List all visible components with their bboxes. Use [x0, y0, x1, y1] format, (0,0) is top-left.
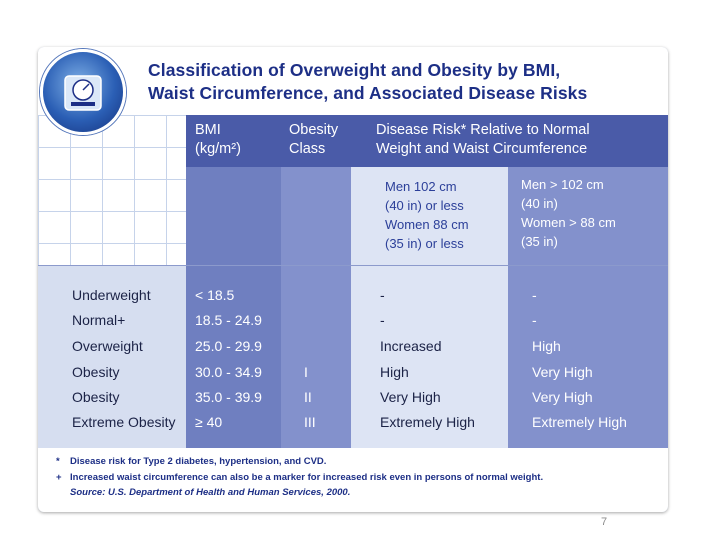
obesity-header-line-1: Obesity [289, 122, 339, 138]
bmi-cell: 35.0 - 39.9 [195, 389, 262, 405]
risk-header-line-2: Weight and Waist Circumference [376, 141, 588, 157]
subheader-line: (40 in) [521, 196, 558, 211]
bmi-cell: 25.0 - 29.9 [195, 338, 262, 354]
risk-normal-cell: Very High [380, 389, 441, 405]
risk-high-subheader: Men > 102 cm (40 in) Women > 88 cm (35 i… [521, 175, 616, 251]
table-row: Normal+ 18.5 - 24.9 - - [38, 308, 668, 333]
footnote: * Disease risk for Type 2 diabetes, hype… [56, 456, 327, 467]
footnote-text: Increased waist circumference can also b… [70, 472, 544, 483]
category-cell: Obesity [72, 389, 120, 405]
footnote-marker: + [56, 472, 62, 483]
decorative-grid [38, 115, 186, 265]
obesity-class-header: Obesity Class [289, 121, 338, 159]
risk-normal-cell: - [380, 287, 385, 303]
risk-high-cell: Very High [532, 389, 593, 405]
bmi-cell: 18.5 - 24.9 [195, 312, 262, 328]
subheader-line: Women > 88 cm [521, 215, 616, 230]
bmi-header-line-1: BMI [195, 122, 221, 138]
bmi-header-line-2: (kg/m²) [195, 141, 241, 157]
bmi-column-bg [186, 115, 281, 448]
footnote: + Increased waist circumference can also… [56, 472, 544, 483]
risk-high-cell: - [532, 287, 537, 303]
risk-high-column-bg [508, 115, 668, 448]
table-row: Obesity 35.0 - 39.9 II Very High Very Hi… [38, 385, 668, 410]
subheader-line: (40 in) or less [385, 198, 464, 213]
risk-high-cell: - [532, 312, 537, 328]
footnote-text: Disease risk for Type 2 diabetes, hypert… [70, 456, 327, 467]
bmi-header: BMI (kg/m²) [195, 121, 241, 159]
obesity-header-line-2: Class [289, 141, 326, 157]
scale-emblem-icon [40, 49, 126, 135]
subheader-line: Women 88 cm [385, 217, 469, 232]
class-cell: I [304, 364, 308, 380]
bmi-cell: < 18.5 [195, 287, 235, 303]
bmi-cell: ≥ 40 [195, 414, 223, 430]
class-cell: II [304, 389, 312, 405]
category-cell: Underweight [72, 287, 151, 303]
bmi-cell: 30.0 - 34.9 [195, 364, 262, 380]
class-cell: III [304, 414, 316, 430]
category-cell: Overweight [72, 338, 143, 354]
source-note: Source: U.S. Department of Health and Hu… [70, 487, 350, 498]
table-row: Overweight 25.0 - 29.9 Increased High [38, 334, 668, 359]
footnote-marker: * [56, 456, 60, 467]
card-header: Classification of Overweight and Obesity… [38, 47, 668, 115]
footnotes: * Disease risk for Type 2 diabetes, hype… [38, 448, 668, 512]
subheader-line: Men 102 cm [385, 179, 457, 194]
category-cell: Normal+ [72, 312, 126, 328]
risk-normal-subheader: Men 102 cm (40 in) or less Women 88 cm (… [385, 177, 469, 253]
subheader-line: (35 in) [521, 234, 558, 249]
risk-high-cell: High [532, 338, 561, 354]
risk-header-line-1: Disease Risk* Relative to Normal [376, 122, 590, 138]
table-row: Underweight < 18.5 - - [38, 283, 668, 308]
card-title: Classification of Overweight and Obesity… [148, 59, 587, 105]
disease-risk-header: Disease Risk* Relative to Normal Weight … [376, 121, 590, 159]
header-band [186, 115, 668, 167]
category-cell: Extreme Obesity [72, 414, 176, 430]
subheader-line: (35 in) or less [385, 236, 464, 251]
footnote-text: Source: U.S. Department of Health and Hu… [70, 487, 351, 498]
risk-normal-cell: Extremely High [380, 414, 475, 430]
risk-high-cell: Very High [532, 364, 593, 380]
title-line-2: Waist Circumference, and Associated Dise… [148, 83, 588, 103]
category-column-bg [38, 265, 186, 448]
table-row: Extreme Obesity ≥ 40 III Extremely High … [38, 410, 668, 435]
page-number: 7 [601, 516, 608, 528]
risk-high-cell: Extremely High [532, 414, 627, 430]
risk-normal-cell: - [380, 312, 385, 328]
table-row: Obesity 30.0 - 34.9 I High Very High [38, 360, 668, 385]
subheader-line: Men > 102 cm [521, 177, 604, 192]
title-line-1: Classification of Overweight and Obesity… [148, 60, 561, 80]
obesity-class-column-bg [281, 115, 351, 448]
table-divider [38, 265, 668, 266]
category-cell: Obesity [72, 364, 120, 380]
risk-normal-cell: High [380, 364, 409, 380]
risk-normal-column-bg [351, 115, 508, 448]
bmi-classification-card: Classification of Overweight and Obesity… [38, 47, 668, 512]
risk-normal-cell: Increased [380, 338, 442, 354]
